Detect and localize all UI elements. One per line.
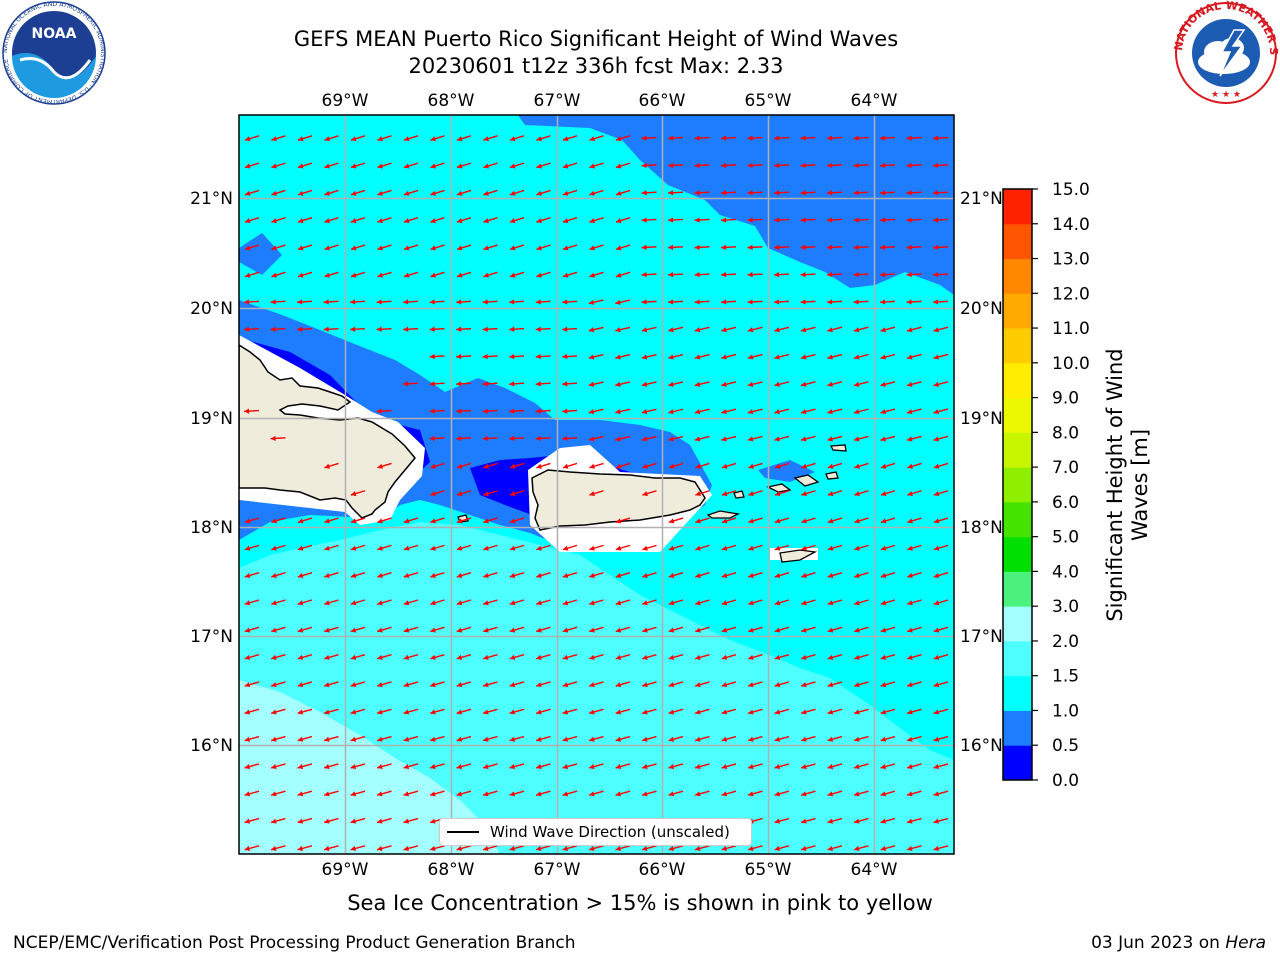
- colorbar-tick-label: 4.0: [1052, 562, 1079, 582]
- lon-tick-bottom: 64°W: [851, 860, 898, 880]
- machine-name: Hera: [1225, 933, 1266, 953]
- colorbar-tick-label: 11.0: [1052, 319, 1090, 339]
- lat-tick-left: 16°N: [190, 736, 233, 756]
- lat-tick-left: 17°N: [190, 627, 233, 647]
- colorbar-segment: [1003, 676, 1032, 711]
- lat-tick-right: 19°N: [960, 409, 1003, 429]
- lon-tick-bottom: 69°W: [322, 860, 369, 880]
- colorbar-segment: [1003, 467, 1032, 502]
- credit-line: NCEP/EMC/Verification Post Processing Pr…: [13, 933, 576, 953]
- colorbar-tick-label: 9.0: [1052, 389, 1079, 409]
- colorbar-tick-label: 3.0: [1052, 597, 1079, 617]
- lat-tick-right: 17°N: [960, 627, 1003, 647]
- lon-tick-bottom: 68°W: [428, 860, 475, 880]
- lat-tick-left: 19°N: [190, 409, 233, 429]
- colorbar-segment: [1003, 363, 1032, 398]
- colorbar-segment: [1003, 189, 1032, 224]
- colorbar-tick-label: 2.0: [1052, 632, 1079, 652]
- colorbar-tick-label: 15.0: [1052, 180, 1090, 200]
- colorbar-tick-label: 1.5: [1052, 667, 1079, 687]
- legend-label: Wind Wave Direction (unscaled): [490, 823, 730, 841]
- lat-tick-left: 20°N: [190, 299, 233, 319]
- colorbar-tick-label: 0.0: [1052, 771, 1079, 791]
- colorbar-segment: [1003, 293, 1032, 328]
- colorbar-tick-label: 0.5: [1052, 736, 1079, 756]
- lat-tick-right: 20°N: [960, 299, 1003, 319]
- colorbar-segment: [1003, 328, 1032, 363]
- colorbar-segment: [1003, 259, 1032, 294]
- colorbar-tick-label: 14.0: [1052, 215, 1090, 235]
- lon-tick-bottom: 67°W: [534, 860, 581, 880]
- colorbar-segment: [1003, 537, 1032, 572]
- colorbar-tick-label: 7.0: [1052, 458, 1079, 478]
- colorbar-tick-label: 5.0: [1052, 528, 1079, 548]
- colorbar-tick-label: 8.0: [1052, 423, 1079, 443]
- lon-tick-bottom: 65°W: [745, 860, 792, 880]
- colorbar-segment: [1003, 641, 1032, 676]
- legend-line-swatch: [447, 831, 479, 833]
- lat-tick-right: 21°N: [960, 189, 1003, 209]
- lon-tick-top: 67°W: [534, 91, 581, 111]
- vector-legend: Wind Wave Direction (unscaled): [439, 818, 752, 846]
- lat-tick-left: 21°N: [190, 189, 233, 209]
- colorbar-segment: [1003, 432, 1032, 467]
- lon-tick-top: 69°W: [322, 91, 369, 111]
- lat-tick-right: 18°N: [960, 518, 1003, 538]
- colorbar-tick-label: 12.0: [1052, 284, 1090, 304]
- colorbar-label-line-2: Waves [m]: [1128, 429, 1152, 541]
- colorbar-segment: [1003, 710, 1032, 745]
- colorbar-tick-label: 10.0: [1052, 354, 1090, 374]
- lat-tick-right: 16°N: [960, 736, 1003, 756]
- lon-tick-bottom: 66°W: [639, 860, 686, 880]
- lon-tick-top: 68°W: [428, 91, 475, 111]
- colorbar-segment: [1003, 502, 1032, 537]
- colorbar-tick-label: 13.0: [1052, 250, 1090, 270]
- colorbar-segment: [1003, 606, 1032, 641]
- lon-tick-top: 65°W: [745, 91, 792, 111]
- colorbar: [1003, 189, 1032, 781]
- colorbar-tick-label: 1.0: [1052, 701, 1079, 721]
- colorbar-segment: [1003, 745, 1032, 780]
- lon-tick-top: 64°W: [851, 91, 898, 111]
- colorbar-segment: [1003, 398, 1032, 433]
- colorbar-tick-label: 6.0: [1052, 493, 1079, 513]
- colorbar-ticks: 0.0 0.5 1.0 1.5 2.0 3.0 4.0 5.0 6.0 7.0 8.0 9.0 10.0…: [1032, 180, 1090, 791]
- lat-tick-left: 18°N: [190, 518, 233, 538]
- colorbar-segment: [1003, 224, 1032, 259]
- lon-tick-top: 66°W: [639, 91, 686, 111]
- date-stamp: 03 Jun 2023 on Hera: [1091, 933, 1266, 953]
- colorbar-label-line-1: Significant Height of Wind: [1103, 348, 1127, 621]
- colorbar-segment: [1003, 571, 1032, 606]
- map-plot-area: [239, 115, 954, 854]
- date-prefix: 03 Jun 2023 on: [1091, 933, 1225, 953]
- sea-ice-note: Sea Ice Concentration > 15% is shown in …: [0, 891, 1280, 915]
